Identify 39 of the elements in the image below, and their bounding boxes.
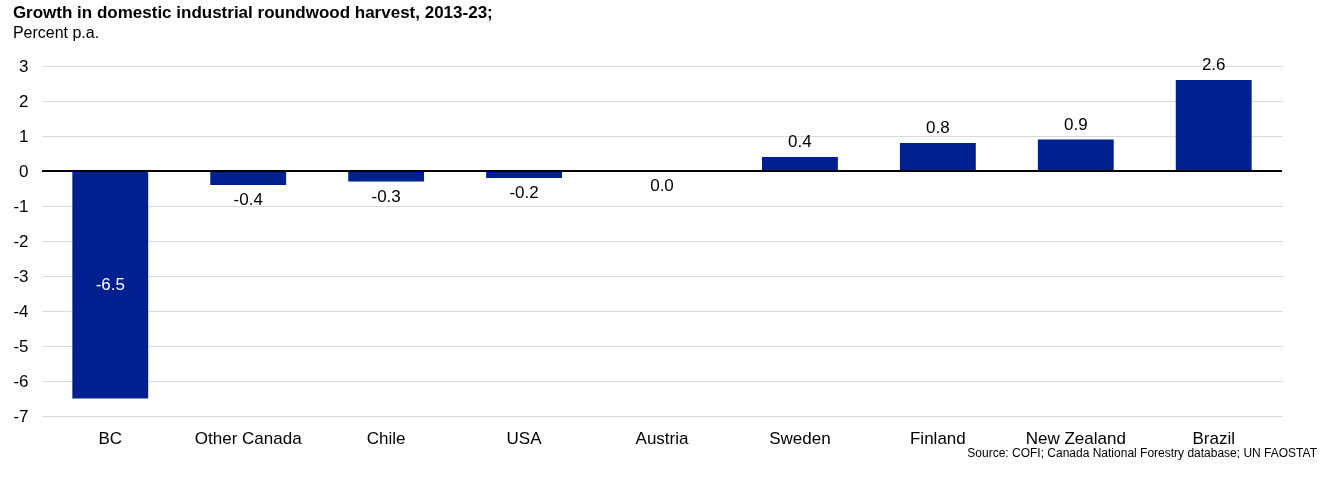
y-tick-label: -3 bbox=[13, 266, 29, 286]
x-tick-label: Austria bbox=[635, 428, 689, 448]
source-note: Source: COFI; Canada National Forestry database; UN FAOSTAT bbox=[966, 446, 1317, 460]
bar bbox=[348, 171, 425, 182]
data-label: 2.6 bbox=[1201, 55, 1226, 74]
x-tick-label: Finland bbox=[909, 428, 966, 448]
y-tick-label: 2 bbox=[19, 91, 29, 111]
y-tick-label: 0 bbox=[19, 161, 29, 181]
chart-subtitle: Percent p.a. bbox=[12, 24, 100, 41]
data-label: 0.4 bbox=[788, 132, 812, 151]
y-tick-label: -2 bbox=[13, 231, 29, 251]
x-tick-label: Other Canada bbox=[194, 428, 303, 448]
x-tick-label: New Zealand bbox=[1025, 428, 1126, 448]
x-tick-label: Brazil bbox=[1192, 428, 1235, 448]
data-label: -0.2 bbox=[509, 183, 539, 202]
y-tick-label: 1 bbox=[19, 126, 29, 146]
chart-title: Growth in domestic industrial roundwood harvest, 2013-23; bbox=[12, 3, 493, 22]
data-label: 0.8 bbox=[926, 118, 950, 137]
y-tick-label: -6 bbox=[13, 371, 29, 391]
x-tick-label: BC bbox=[98, 428, 123, 448]
bar bbox=[899, 143, 976, 171]
data-label: -0.3 bbox=[371, 186, 401, 206]
x-tick-label: Chile bbox=[366, 428, 406, 448]
y-tick-label: -5 bbox=[13, 336, 29, 356]
bar bbox=[210, 171, 287, 185]
bar bbox=[1037, 139, 1114, 171]
data-label: 0.9 bbox=[1063, 114, 1088, 134]
x-tick-label: Sweden bbox=[769, 428, 831, 448]
y-tick-label: -7 bbox=[13, 406, 29, 426]
x-tick-label: USA bbox=[506, 428, 543, 448]
y-tick-label: -1 bbox=[13, 196, 29, 216]
data-label: -6.5 bbox=[95, 274, 125, 294]
data-label: 0.0 bbox=[650, 176, 674, 195]
y-tick-label: 3 bbox=[19, 56, 29, 76]
y-tick-label: -4 bbox=[13, 301, 29, 321]
bar bbox=[1175, 80, 1252, 171]
bar bbox=[762, 157, 838, 171]
data-label: -0.4 bbox=[233, 190, 263, 209]
bar bbox=[72, 171, 149, 399]
